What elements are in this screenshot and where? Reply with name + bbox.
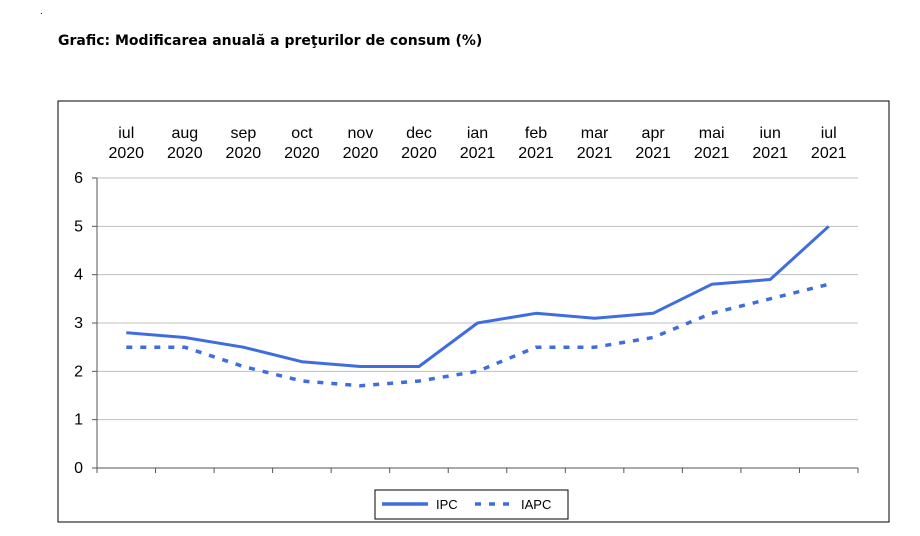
x-tick-label-year: 2021 bbox=[635, 145, 671, 162]
x-tick-label-month: oct bbox=[291, 125, 313, 142]
x-tick-label-year: 2021 bbox=[694, 145, 730, 162]
legend-label-ipc: IPC bbox=[436, 497, 458, 512]
x-tick-label-month: aug bbox=[171, 125, 198, 142]
x-tick-label-year: 2020 bbox=[108, 145, 144, 162]
x-tick-label-year: 2021 bbox=[518, 145, 554, 162]
x-tick-label-year: 2020 bbox=[284, 145, 320, 162]
x-tick-label-year: 2020 bbox=[343, 145, 379, 162]
x-tick-label-month: feb bbox=[525, 125, 547, 142]
y-tick-label: 2 bbox=[74, 363, 83, 380]
x-tick-label-month: apr bbox=[642, 125, 666, 142]
x-tick-label-month: mai bbox=[699, 125, 725, 142]
x-tick-label-year: 2021 bbox=[577, 145, 613, 162]
x-tick-label-year: 2020 bbox=[167, 145, 203, 162]
y-tick-label: 6 bbox=[74, 170, 83, 187]
chart-title: Grafic: Modificarea anuală a preţurilor … bbox=[58, 33, 483, 49]
x-tick-label-month: nov bbox=[348, 125, 374, 142]
x-tick-label-month: iul bbox=[821, 125, 837, 142]
x-tick-label-year: 2021 bbox=[752, 145, 788, 162]
y-tick-label: 0 bbox=[74, 460, 83, 477]
x-tick-label-month: ian bbox=[467, 125, 488, 142]
y-tick-label: 3 bbox=[74, 315, 83, 332]
x-tick-label-month: iun bbox=[760, 125, 781, 142]
x-tick-label-year: 2020 bbox=[226, 145, 262, 162]
legend: IPC IAPC bbox=[374, 489, 569, 520]
x-tick-label-month: dec bbox=[406, 125, 432, 142]
x-tick-label-year: 2020 bbox=[401, 145, 437, 162]
top-mark: . bbox=[40, 6, 43, 17]
y-tick-label: 5 bbox=[74, 218, 83, 235]
x-tick-label-month: mar bbox=[581, 125, 609, 142]
chart-frame bbox=[57, 100, 890, 523]
x-tick-label-month: sep bbox=[230, 125, 256, 142]
x-tick-label-year: 2021 bbox=[811, 145, 847, 162]
y-tick-label: 4 bbox=[74, 267, 83, 284]
y-tick-label: 1 bbox=[74, 412, 83, 429]
x-tick-label-year: 2021 bbox=[460, 145, 496, 162]
x-tick-label-month: iul bbox=[118, 125, 134, 142]
legend-label-iapc: IAPC bbox=[521, 497, 551, 512]
